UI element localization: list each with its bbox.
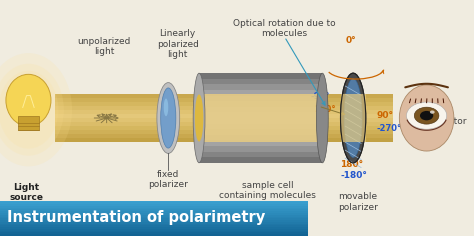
Bar <box>199 152 322 157</box>
Text: Instrumentation of polarimetry: Instrumentation of polarimetry <box>7 210 265 225</box>
Bar <box>0 229 308 231</box>
Bar <box>55 126 393 130</box>
Bar <box>0 215 308 217</box>
Bar <box>0 210 308 211</box>
Bar <box>199 101 322 107</box>
Bar <box>199 79 322 84</box>
Bar <box>199 157 322 163</box>
Bar <box>55 138 393 142</box>
Ellipse shape <box>164 99 168 116</box>
Bar <box>199 129 322 135</box>
Text: -270°: -270° <box>377 124 402 133</box>
Bar <box>55 122 393 126</box>
Ellipse shape <box>157 83 180 153</box>
Bar <box>0 231 308 232</box>
Bar <box>55 94 393 98</box>
Bar <box>0 202 308 204</box>
Bar <box>199 90 322 96</box>
Bar <box>0 225 308 227</box>
Bar <box>199 112 322 118</box>
Text: 180°: 180° <box>340 160 364 169</box>
Bar <box>199 124 322 129</box>
Bar <box>55 110 393 114</box>
Bar <box>0 213 308 215</box>
Bar <box>55 130 393 134</box>
Bar <box>55 134 393 138</box>
Ellipse shape <box>193 73 205 163</box>
Ellipse shape <box>340 73 366 163</box>
Text: Linearly
polarized
light: Linearly polarized light <box>157 30 199 59</box>
Bar <box>55 114 393 118</box>
Text: detector: detector <box>428 117 467 126</box>
Ellipse shape <box>344 79 362 157</box>
Bar <box>0 232 308 234</box>
Bar <box>199 146 322 152</box>
Bar <box>199 118 322 124</box>
Ellipse shape <box>414 107 439 124</box>
Text: movable
polarizer: movable polarizer <box>338 192 378 212</box>
Bar <box>0 218 308 220</box>
Bar <box>0 217 308 218</box>
Ellipse shape <box>316 73 328 163</box>
Ellipse shape <box>399 85 454 151</box>
Ellipse shape <box>407 102 447 129</box>
Ellipse shape <box>0 64 64 156</box>
Bar <box>340 94 366 142</box>
Bar <box>199 73 322 79</box>
Ellipse shape <box>430 110 435 114</box>
Ellipse shape <box>0 71 58 149</box>
Bar <box>199 94 322 142</box>
Text: 0°: 0° <box>346 36 356 45</box>
Text: fixed
polarizer: fixed polarizer <box>148 170 188 189</box>
Bar <box>0 227 308 229</box>
Bar <box>55 98 393 102</box>
Bar <box>0 211 308 213</box>
Text: sample cell
containing molecules
for study: sample cell containing molecules for stu… <box>219 181 316 210</box>
Bar <box>199 140 322 146</box>
Text: -180°: -180° <box>340 171 367 180</box>
Bar <box>0 220 308 222</box>
Bar <box>0 222 308 224</box>
Bar <box>0 206 308 208</box>
Text: 90°: 90° <box>377 111 394 120</box>
Bar <box>55 106 393 110</box>
Text: Light
source: Light source <box>9 183 43 202</box>
Text: 270°: 270° <box>314 105 336 114</box>
Bar <box>199 107 322 112</box>
Ellipse shape <box>0 53 72 166</box>
Text: unpolarized
light: unpolarized light <box>78 37 131 56</box>
FancyBboxPatch shape <box>18 116 39 130</box>
Bar <box>0 234 308 236</box>
Bar <box>199 96 322 101</box>
Text: -90°: -90° <box>310 92 330 101</box>
Bar <box>199 84 322 90</box>
Bar <box>199 135 322 140</box>
Bar <box>55 102 393 106</box>
Ellipse shape <box>195 94 203 142</box>
Bar <box>0 201 308 202</box>
Text: Optical rotation due to
molecules: Optical rotation due to molecules <box>233 19 336 38</box>
Ellipse shape <box>420 111 433 120</box>
Bar <box>0 204 308 206</box>
Bar <box>0 208 308 210</box>
Ellipse shape <box>161 88 176 148</box>
Ellipse shape <box>6 74 51 126</box>
Text: Priyamstudycentre.com: Priyamstudycentre.com <box>143 222 218 227</box>
Bar <box>55 118 393 122</box>
Bar <box>0 224 308 225</box>
